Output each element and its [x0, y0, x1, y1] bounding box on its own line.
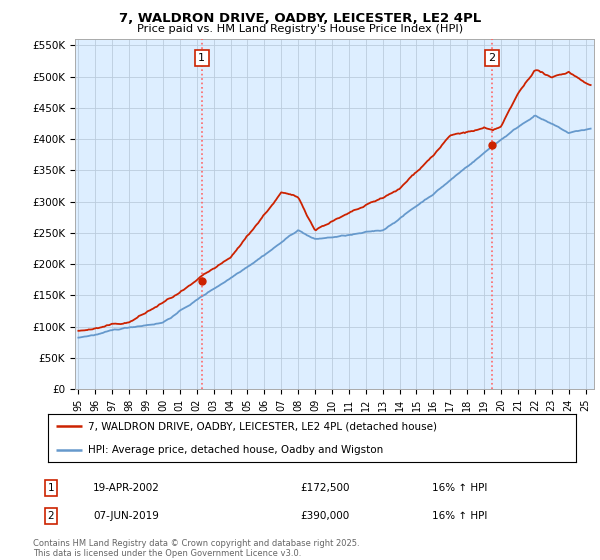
Text: 19-APR-2002: 19-APR-2002: [93, 483, 160, 493]
Text: Price paid vs. HM Land Registry's House Price Index (HPI): Price paid vs. HM Land Registry's House …: [137, 24, 463, 34]
Text: 16% ↑ HPI: 16% ↑ HPI: [432, 483, 487, 493]
Text: 1: 1: [47, 483, 55, 493]
Text: 1: 1: [198, 53, 205, 63]
Text: 16% ↑ HPI: 16% ↑ HPI: [432, 511, 487, 521]
Text: £390,000: £390,000: [300, 511, 349, 521]
Text: 2: 2: [488, 53, 495, 63]
Text: 7, WALDRON DRIVE, OADBY, LEICESTER, LE2 4PL (detached house): 7, WALDRON DRIVE, OADBY, LEICESTER, LE2 …: [88, 421, 437, 431]
Text: Contains HM Land Registry data © Crown copyright and database right 2025.
This d: Contains HM Land Registry data © Crown c…: [33, 539, 359, 558]
Text: 7, WALDRON DRIVE, OADBY, LEICESTER, LE2 4PL: 7, WALDRON DRIVE, OADBY, LEICESTER, LE2 …: [119, 12, 481, 25]
Text: HPI: Average price, detached house, Oadby and Wigston: HPI: Average price, detached house, Oadb…: [88, 445, 383, 455]
Text: 07-JUN-2019: 07-JUN-2019: [93, 511, 159, 521]
Text: 2: 2: [47, 511, 55, 521]
Text: £172,500: £172,500: [300, 483, 349, 493]
